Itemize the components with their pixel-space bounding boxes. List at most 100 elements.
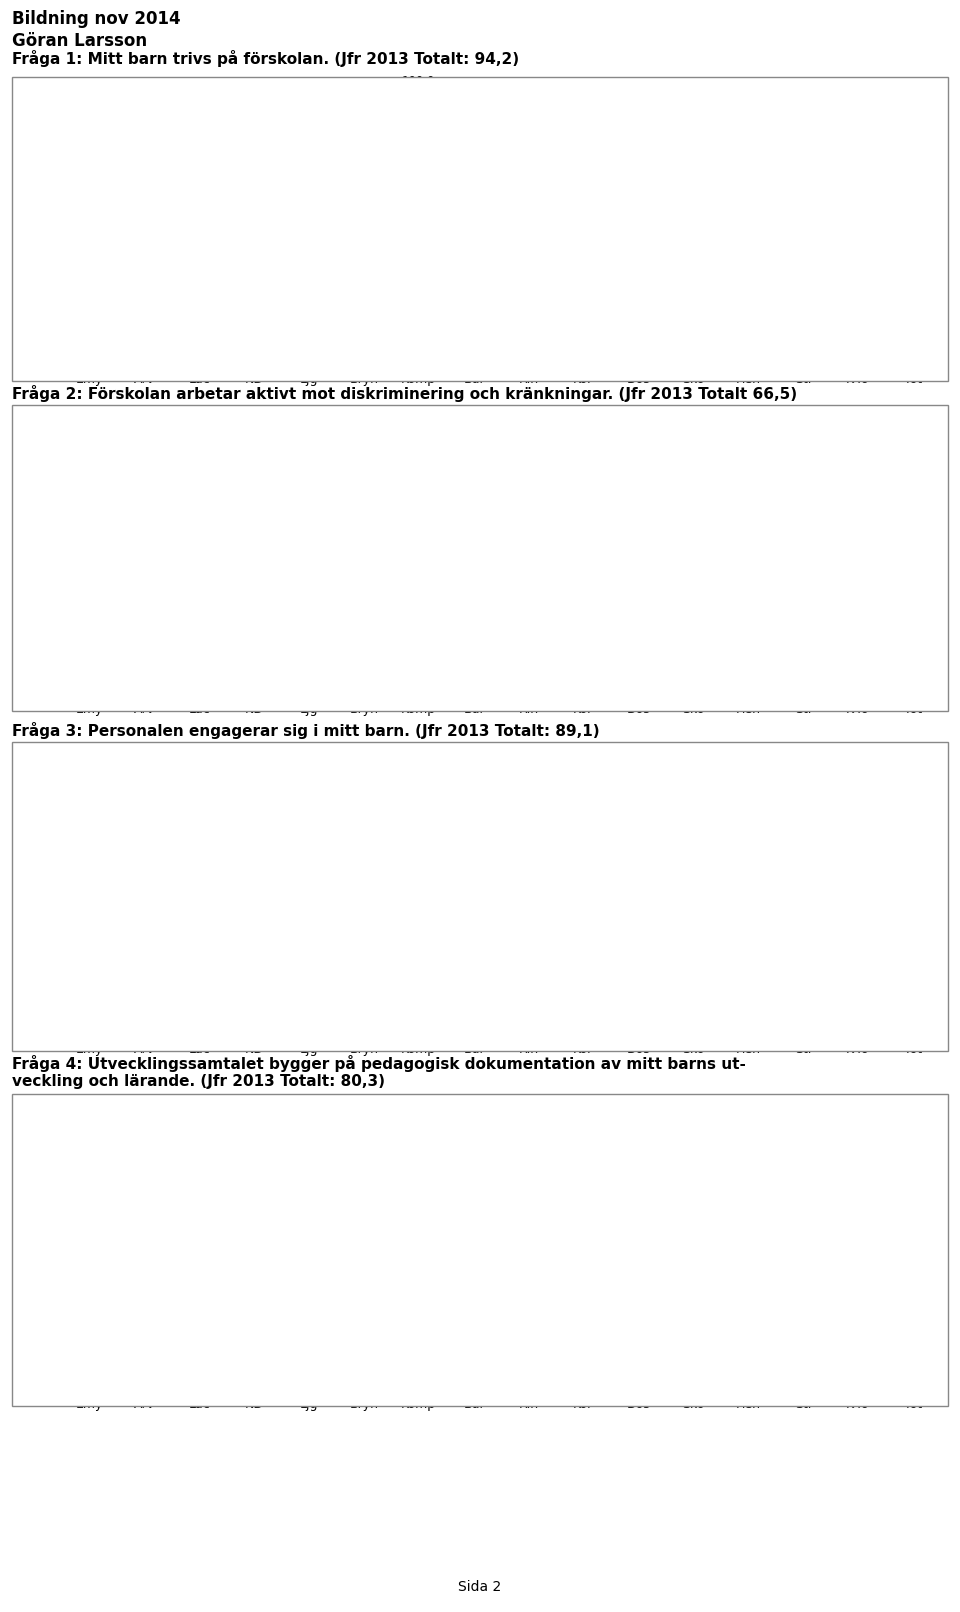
Text: 97,0: 97,0: [625, 84, 651, 97]
Bar: [731, 1161, 766, 1393]
Text: 100,0: 100,0: [402, 74, 436, 87]
Text: 98,0: 98,0: [406, 1098, 432, 1111]
Bar: [511, 795, 546, 1038]
Bar: [675, 103, 711, 368]
Text: 79,4: 79,4: [900, 1151, 925, 1164]
Text: 75,0: 75,0: [350, 1164, 377, 1177]
Text: 74,0: 74,0: [570, 476, 596, 488]
Text: 94,0: 94,0: [241, 92, 267, 105]
Bar: [620, 1159, 656, 1393]
Text: 77,0: 77,0: [680, 467, 707, 480]
Bar: [565, 798, 601, 1038]
Bar: [291, 1145, 326, 1393]
Text: 91,0: 91,0: [845, 766, 871, 779]
Text: 85,0: 85,0: [570, 782, 596, 795]
Text: 92,0: 92,0: [406, 426, 432, 438]
Text: 79,0: 79,0: [241, 1151, 267, 1165]
Bar: [620, 98, 656, 368]
Bar: [181, 485, 217, 698]
Text: 83,0: 83,0: [845, 1140, 871, 1153]
Bar: [731, 772, 766, 1038]
Bar: [675, 482, 711, 698]
Bar: [291, 469, 326, 698]
Bar: [565, 1161, 601, 1393]
Bar: [456, 118, 492, 368]
Bar: [785, 501, 821, 698]
Text: 89,0: 89,0: [241, 771, 267, 783]
Text: Fråga 2: Förskolan arbetar aktivt mot diskriminering och kränkningar. (Jfr 2013 : Fråga 2: Förskolan arbetar aktivt mot di…: [12, 385, 797, 401]
Text: 93,0: 93,0: [900, 93, 925, 108]
Text: 93,0: 93,0: [680, 759, 706, 772]
Text: 97,0: 97,0: [734, 84, 761, 97]
Text: 74,4: 74,4: [900, 474, 925, 487]
Bar: [401, 1112, 437, 1393]
Text: 96,0: 96,0: [296, 751, 322, 764]
Text: 93,0: 93,0: [790, 93, 816, 108]
Text: Fråga 3: Personalen engagerar sig i mitt barn. (Jfr 2013 Totalt: 89,1): Fråga 3: Personalen engagerar sig i mitt…: [12, 722, 599, 738]
Text: 87,0: 87,0: [132, 111, 157, 124]
Bar: [236, 1167, 272, 1393]
Bar: [785, 1164, 821, 1393]
Bar: [895, 490, 930, 698]
Text: 90,0: 90,0: [461, 103, 487, 116]
Text: 70,0: 70,0: [790, 487, 816, 500]
Text: 94,0: 94,0: [734, 756, 761, 769]
Bar: [72, 848, 108, 1038]
Text: 70,0: 70,0: [132, 487, 157, 500]
Bar: [236, 787, 272, 1038]
Text: 70,0: 70,0: [461, 487, 487, 500]
Text: 85,0: 85,0: [461, 1135, 487, 1148]
Text: 91,0: 91,0: [186, 766, 212, 779]
Text: 85,0: 85,0: [735, 445, 761, 458]
Bar: [785, 110, 821, 368]
Bar: [675, 1174, 711, 1393]
Text: 66,0: 66,0: [350, 498, 377, 511]
Text: 89,0: 89,0: [350, 105, 377, 118]
Text: 86,0: 86,0: [516, 779, 541, 793]
Bar: [401, 440, 437, 698]
Bar: [840, 780, 876, 1038]
Text: 76,0: 76,0: [186, 471, 212, 484]
Bar: [785, 783, 821, 1038]
Bar: [731, 98, 766, 368]
Text: 88,0: 88,0: [461, 774, 487, 787]
Bar: [565, 106, 601, 368]
Bar: [565, 490, 601, 698]
Text: 94,0: 94,0: [570, 92, 596, 105]
Text: 67,0: 67,0: [516, 1186, 541, 1199]
Bar: [456, 788, 492, 1038]
Bar: [127, 126, 162, 368]
Bar: [620, 451, 656, 698]
Text: 87,0: 87,0: [132, 777, 157, 790]
Text: 67,0: 67,0: [77, 833, 103, 846]
Text: 88,0: 88,0: [625, 437, 651, 450]
Text: 89,0: 89,0: [516, 105, 541, 118]
Text: 48,0: 48,0: [77, 548, 103, 561]
Text: 77,0: 77,0: [680, 1157, 707, 1170]
Text: 81,0: 81,0: [735, 1146, 761, 1159]
Text: 94,0: 94,0: [625, 756, 651, 769]
Text: 82,0: 82,0: [296, 453, 322, 466]
Bar: [127, 1193, 162, 1393]
Text: 95,0: 95,0: [680, 89, 706, 102]
Bar: [346, 121, 382, 368]
Text: 72,0: 72,0: [241, 480, 267, 495]
Text: 82,0: 82,0: [186, 1143, 212, 1156]
Text: 80,0: 80,0: [790, 1149, 816, 1162]
Text: 86,0: 86,0: [350, 779, 377, 793]
Text: 64,0: 64,0: [77, 1194, 103, 1207]
Bar: [181, 1159, 217, 1393]
Text: 82,0: 82,0: [625, 1143, 651, 1156]
Bar: [456, 501, 492, 698]
Bar: [72, 143, 108, 368]
Bar: [401, 90, 437, 368]
Bar: [291, 95, 326, 368]
Text: 98,0: 98,0: [296, 81, 322, 93]
Bar: [840, 98, 876, 368]
Text: Fråga 1: Mitt barn trivs på förskolan. (Jfr 2013 Totalt: 94,2): Fråga 1: Mitt barn trivs på förskolan. (…: [12, 50, 518, 68]
Text: 87,0: 87,0: [296, 1128, 322, 1141]
Text: 89,0: 89,0: [900, 771, 925, 783]
Bar: [236, 106, 272, 368]
Bar: [456, 1149, 492, 1393]
Bar: [127, 791, 162, 1038]
